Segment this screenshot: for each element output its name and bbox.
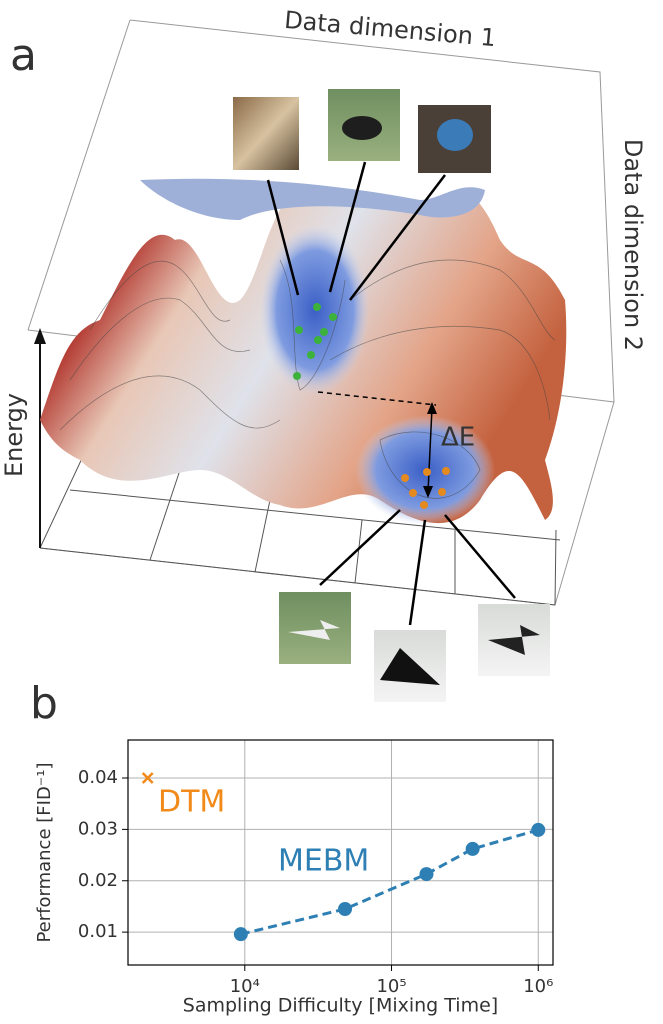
pointer-lines [266,161,516,626]
plane-shape [488,625,540,655]
y-tick-label: 0.04 [78,767,118,788]
marker [531,822,546,837]
floor-grid [39,419,561,606]
panel-a [27,19,615,702]
green-samples [293,303,337,380]
plot-frame [127,739,554,966]
marker [233,927,248,942]
x-tick-label: 10⁶ [523,976,553,997]
y-tick-label: 0.02 [78,870,118,891]
series-line [240,828,539,936]
marker [338,902,353,917]
x-tick-label: 10⁵ [376,976,406,997]
back-surface [140,178,485,220]
axis-label: Data dimension 1 [283,6,497,52]
dog-shape [342,116,382,140]
marker [465,841,480,856]
plane-image [279,592,351,664]
y-tick-label: 0.03 [78,818,118,839]
y-axis-label: Performance [FID⁻¹] [34,762,55,942]
box-back [129,19,615,403]
y-tick-label: 0.01 [78,921,118,942]
dog-image [233,97,299,170]
arrow-head [427,402,437,414]
series-label: MEBM [278,844,369,879]
dog-shape [437,119,473,151]
delta-e-level [317,391,437,406]
plane-shape [380,648,440,685]
series-label: DTM [158,785,225,820]
axis-label: Energy [0,393,28,477]
marker [141,772,154,784]
panel-label: b [30,678,58,729]
x-axis-label: Sampling Difficulty [Mixing Time] [183,995,498,1017]
marker [419,867,434,882]
x-tick-label: 10⁴ [230,976,260,997]
orange-samples [401,467,450,509]
delta-e-label: ΔE [441,423,475,453]
box-edge [27,19,131,331]
delta-e-arrow [427,407,433,493]
arrow-head [423,486,433,498]
energy-arrow [34,328,46,344]
panel-label: a [10,30,37,81]
contours [59,259,556,499]
axis-label: Data dimension 2 [619,139,647,351]
plane-shape [288,620,340,640]
